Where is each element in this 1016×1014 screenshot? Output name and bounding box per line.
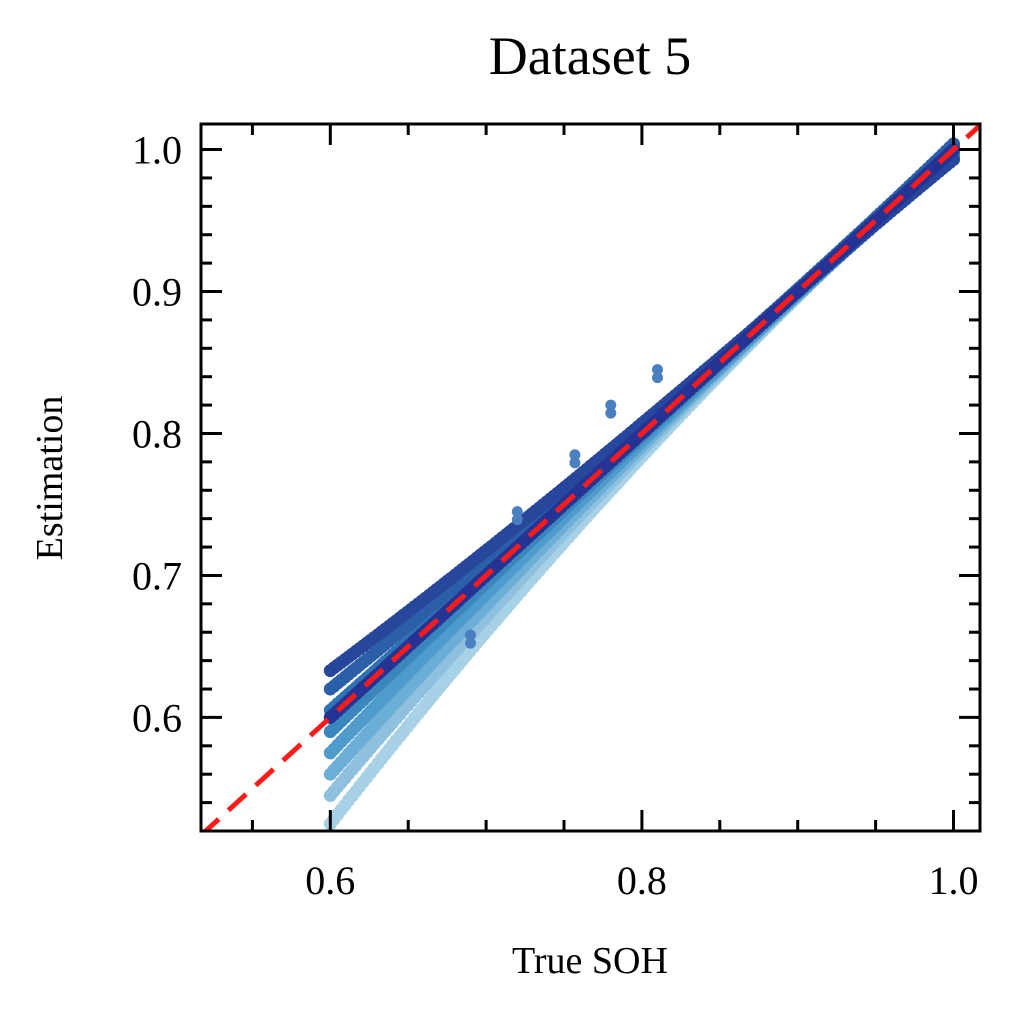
reference-line-layer: [201, 124, 980, 831]
y-tick-label: 0.8: [132, 412, 182, 457]
y-tick-label: 0.7: [132, 554, 182, 599]
outlier-point: [511, 506, 523, 518]
outlier-point: [465, 629, 476, 641]
y-tick-label: 1.0: [132, 128, 182, 173]
x-tick-label: 0.6: [305, 858, 355, 903]
series-1: [323, 143, 960, 831]
x-tick-label: 1.0: [929, 858, 979, 903]
outlier-point: [569, 457, 581, 469]
outlier-point: [605, 399, 617, 411]
y-tick-label: 0.9: [132, 270, 182, 315]
x-tick-label: 0.8: [617, 858, 667, 903]
outlier-point: [605, 407, 617, 419]
y-tick-labels: 0.6 0.7 0.8 0.9 1.0: [132, 128, 182, 741]
outlier-point: [465, 637, 476, 649]
outlier-point: [652, 364, 663, 376]
chart-title: Dataset 5: [489, 26, 691, 86]
scatter-points: [323, 137, 960, 831]
reference-line: [201, 124, 980, 831]
x-axis-label: True SOH: [512, 940, 668, 982]
plot-frame: [199, 122, 982, 833]
y-tick-label: 0.6: [132, 695, 182, 740]
outlier-point: [511, 514, 523, 526]
outlier-points: [465, 364, 663, 649]
axis-ticks: [201, 124, 980, 831]
x-tick-labels: 0.6 0.8 1.0: [305, 858, 978, 903]
outlier-point: [569, 449, 581, 461]
outlier-point: [652, 372, 663, 384]
y-axis-label: Estimation: [29, 396, 71, 561]
